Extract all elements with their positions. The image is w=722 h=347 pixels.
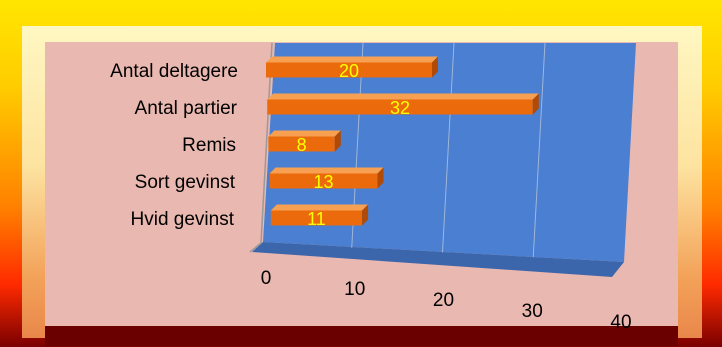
value-label: 20: [339, 61, 359, 81]
bar-side-face: [432, 56, 438, 78]
category-label: Antal partier: [135, 98, 238, 119]
bar-antal-deltagere: 20: [266, 56, 438, 81]
bar-top-face: [266, 56, 438, 63]
bar-front-face: [269, 173, 378, 189]
x-axis-line: [249, 242, 262, 253]
x-tick-label: 10: [344, 279, 365, 300]
x-tick-label: 40: [610, 312, 631, 333]
bar-side-face: [334, 130, 341, 152]
bar-side-face: [362, 204, 369, 226]
bar-side-face: [377, 167, 384, 189]
x-tick-labels: 0 10 20 30 40: [261, 268, 632, 333]
bar-top-face: [269, 167, 384, 174]
category-label: Sort gevinst: [135, 172, 236, 193]
bottom-strip: [45, 326, 678, 346]
bar-top-face: [267, 93, 539, 100]
x-tick-label: 30: [522, 301, 543, 322]
bar-top-face: [268, 130, 341, 137]
bar-front-face: [266, 62, 432, 78]
category-label: Hvid gevinst: [131, 209, 235, 230]
x-tick-label: 20: [433, 290, 454, 311]
bar-front-face: [268, 136, 335, 152]
bar-hvid-gevinst: 11: [270, 204, 369, 229]
value-label: 8: [297, 135, 307, 155]
bar-sort-gevinst: 13: [269, 167, 384, 192]
category-label: Antal deltagere: [110, 61, 238, 82]
x-tick-label: 0: [261, 268, 272, 289]
value-label: 32: [390, 98, 410, 118]
bar-remis: 8: [268, 130, 341, 155]
grid-line: [442, 42, 455, 253]
category-labels: Antal deltagere Antal partier Remis Sort ge…: [110, 61, 238, 230]
bar-top-face: [270, 204, 369, 211]
value-label: 11: [307, 209, 326, 229]
bars-group: 20 32 8 13 11: [266, 56, 539, 229]
bar-front-face: [267, 99, 533, 115]
chart-floor: [252, 242, 624, 277]
value-label: 13: [314, 172, 334, 192]
category-label: Remis: [182, 135, 236, 156]
bar-side-face: [532, 93, 539, 115]
bar-antal-partier: 32: [267, 93, 539, 118]
bar-front-face: [270, 210, 363, 226]
grid-line: [532, 42, 546, 258]
